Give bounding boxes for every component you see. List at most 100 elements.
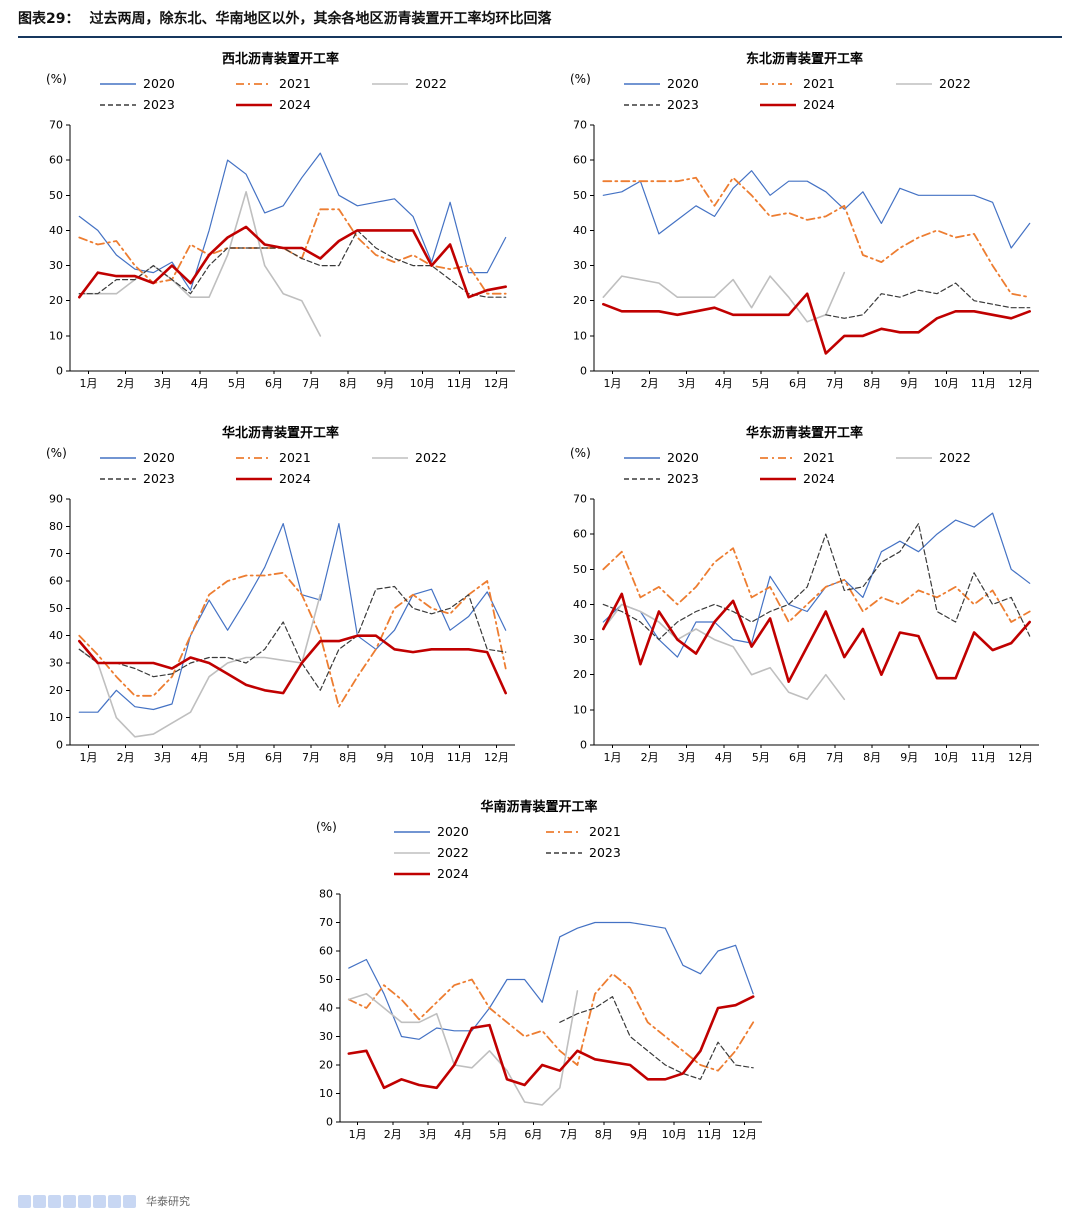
y-tick-label: 80 (49, 520, 63, 533)
y-tick-label: 70 (49, 119, 63, 132)
legend-item-2024: 2024 (236, 471, 372, 486)
x-tick-label: 2月 (384, 1128, 402, 1141)
series-line-2022 (602, 271, 846, 323)
y-tick-label: 30 (49, 259, 63, 272)
chart-legend: 2020 2021 2022 2023 2024 (28, 73, 533, 115)
source-text: 华泰研究 (146, 1195, 190, 1208)
x-tick-label: 1月 (349, 1128, 367, 1141)
y-axis-unit-label: (%) (570, 446, 591, 460)
legend-swatch-2020 (100, 82, 136, 85)
series-line-2021 (602, 547, 1031, 623)
legend-label: 2022 (415, 450, 447, 465)
legend-label: 2024 (279, 97, 311, 112)
series-line-2022 (602, 603, 846, 701)
legend-item-2023: 2023 (100, 97, 236, 112)
x-tick-label: 2月 (117, 751, 135, 764)
legend-swatch-2021 (760, 82, 796, 85)
legend-row: 2020 2021 2022 (28, 447, 533, 468)
plot-svg-northchina: 0 10 20 30 40 50 60 70 80 90 1月 2月 3月 4月 5月 6月 7月 8月 9月 10月… (49, 493, 515, 764)
series-line-2023 (825, 282, 1031, 319)
legend-item-2021: 2021 (760, 450, 896, 465)
series-line-2024 (602, 292, 1031, 355)
x-tick-label: 10月 (410, 377, 435, 390)
y-tick-label: 30 (319, 1030, 333, 1043)
x-tick-label: 4月 (191, 377, 209, 390)
x-tick-label: 1月 (604, 751, 622, 764)
x-tick-label: 5月 (489, 1128, 507, 1141)
y-tick-label: 40 (319, 1002, 333, 1015)
chart-title: 华北沥青装置开工率 (221, 426, 339, 441)
legend-label: 2021 (589, 824, 621, 839)
x-tick-label: 12月 (1008, 377, 1033, 390)
x-tick-label: 10月 (934, 377, 959, 390)
legend-item-2021: 2021 (236, 450, 372, 465)
legend-swatch-2020 (100, 456, 136, 459)
x-tick-label: 8月 (595, 1128, 613, 1141)
legend-label: 2020 (143, 450, 175, 465)
x-tick-label: 9月 (630, 1128, 648, 1141)
y-tick-label: 20 (319, 1059, 333, 1072)
y-tick-label: 40 (573, 224, 587, 237)
x-tick-label: 11月 (971, 377, 996, 390)
legend-swatch-2020 (394, 830, 430, 833)
legend-label: 2022 (415, 76, 447, 91)
figure-footer: 华泰研究 (18, 1192, 190, 1210)
chart-northchina-asphalt-operating-rate: 华北沥青装置开工率 (%) 2020 2021 2022 2023 2024 0 10 20… (28, 424, 533, 782)
x-tick-label: 12月 (1008, 751, 1033, 764)
x-tick-label: 5月 (228, 377, 246, 390)
series-line-2022 (78, 191, 322, 337)
legend-item-2023: 2023 (100, 471, 236, 486)
legend-item-2022: 2022 (372, 450, 508, 465)
y-tick-label: 10 (573, 703, 587, 716)
x-tick-label: 10月 (662, 1128, 687, 1141)
legend-swatch-2021 (760, 456, 796, 459)
series-line-2023 (602, 523, 1031, 641)
legend-item-2024: 2024 (760, 471, 896, 486)
chart-title: 东北沥青装置开工率 (745, 52, 863, 67)
legend-item-2021: 2021 (760, 76, 896, 91)
x-tick-label: 2月 (641, 377, 659, 390)
legend-item-2022: 2022 (372, 76, 508, 91)
x-tick-label: 12月 (732, 1128, 757, 1141)
y-tick-label: 20 (49, 684, 63, 697)
x-tick-label: 10月 (410, 751, 435, 764)
series-line-2020 (78, 152, 507, 291)
legend-row: 2023 2024 (552, 468, 1057, 489)
y-axis-unit-label: (%) (570, 72, 591, 86)
legend-label: 2023 (143, 97, 175, 112)
legend-swatch-2020 (624, 456, 660, 459)
chart-northeast-asphalt-operating-rate: 东北沥青装置开工率 (%) 2020 2021 2022 2023 2024 0 10 20… (552, 50, 1057, 408)
y-tick-label: 30 (49, 657, 63, 670)
x-tick-label: 10月 (934, 751, 959, 764)
legend-swatch-2022 (896, 82, 932, 85)
x-tick-label: 4月 (715, 377, 733, 390)
x-tick-label: 7月 (560, 1128, 578, 1141)
watermark (18, 1194, 138, 1208)
legend-label: 2021 (803, 76, 835, 91)
legend-label: 2020 (667, 76, 699, 91)
legend-swatch-2022 (372, 456, 408, 459)
legend-row: 2023 2024 (28, 94, 533, 115)
series-line-2020 (602, 170, 1031, 249)
legend-item-2020: 2020 (394, 824, 546, 839)
y-tick-label: 70 (573, 119, 587, 132)
x-tick-label: 6月 (265, 751, 283, 764)
x-tick-label: 9月 (376, 751, 394, 764)
legend-item-2020: 2020 (100, 76, 236, 91)
y-tick-label: 20 (573, 294, 587, 307)
chart-title: 华南沥青装置开工率 (480, 800, 598, 815)
y-tick-label: 10 (49, 329, 63, 342)
x-tick-label: 7月 (302, 377, 320, 390)
y-tick-label: 30 (573, 259, 587, 272)
legend-row: 2020 2021 2022 (28, 73, 533, 94)
legend-swatch-2024 (760, 477, 796, 480)
series-line-2024 (78, 225, 507, 299)
y-tick-label: 70 (49, 547, 63, 560)
y-tick-label: 60 (49, 575, 63, 588)
plot-svg-northwest: 0 10 20 30 40 50 60 70 1月 2月 3月 4月 5月 6月 7月 8月 9月 10月 11月 1… (49, 119, 515, 390)
legend-label: 2024 (437, 866, 469, 881)
legend-item-2024: 2024 (760, 97, 896, 112)
chart-southchina-asphalt-operating-rate: 华南沥青装置开工率 (%) 2020 2021 2022 2023 2024 0 10 20… (298, 798, 780, 1170)
plot-svg-eastchina: 0 10 20 30 40 50 60 70 1月 2月 3月 4月 5月 6月 7月 8月 9月 10月 11月 1… (573, 493, 1039, 764)
y-tick-label: 10 (319, 1087, 333, 1100)
